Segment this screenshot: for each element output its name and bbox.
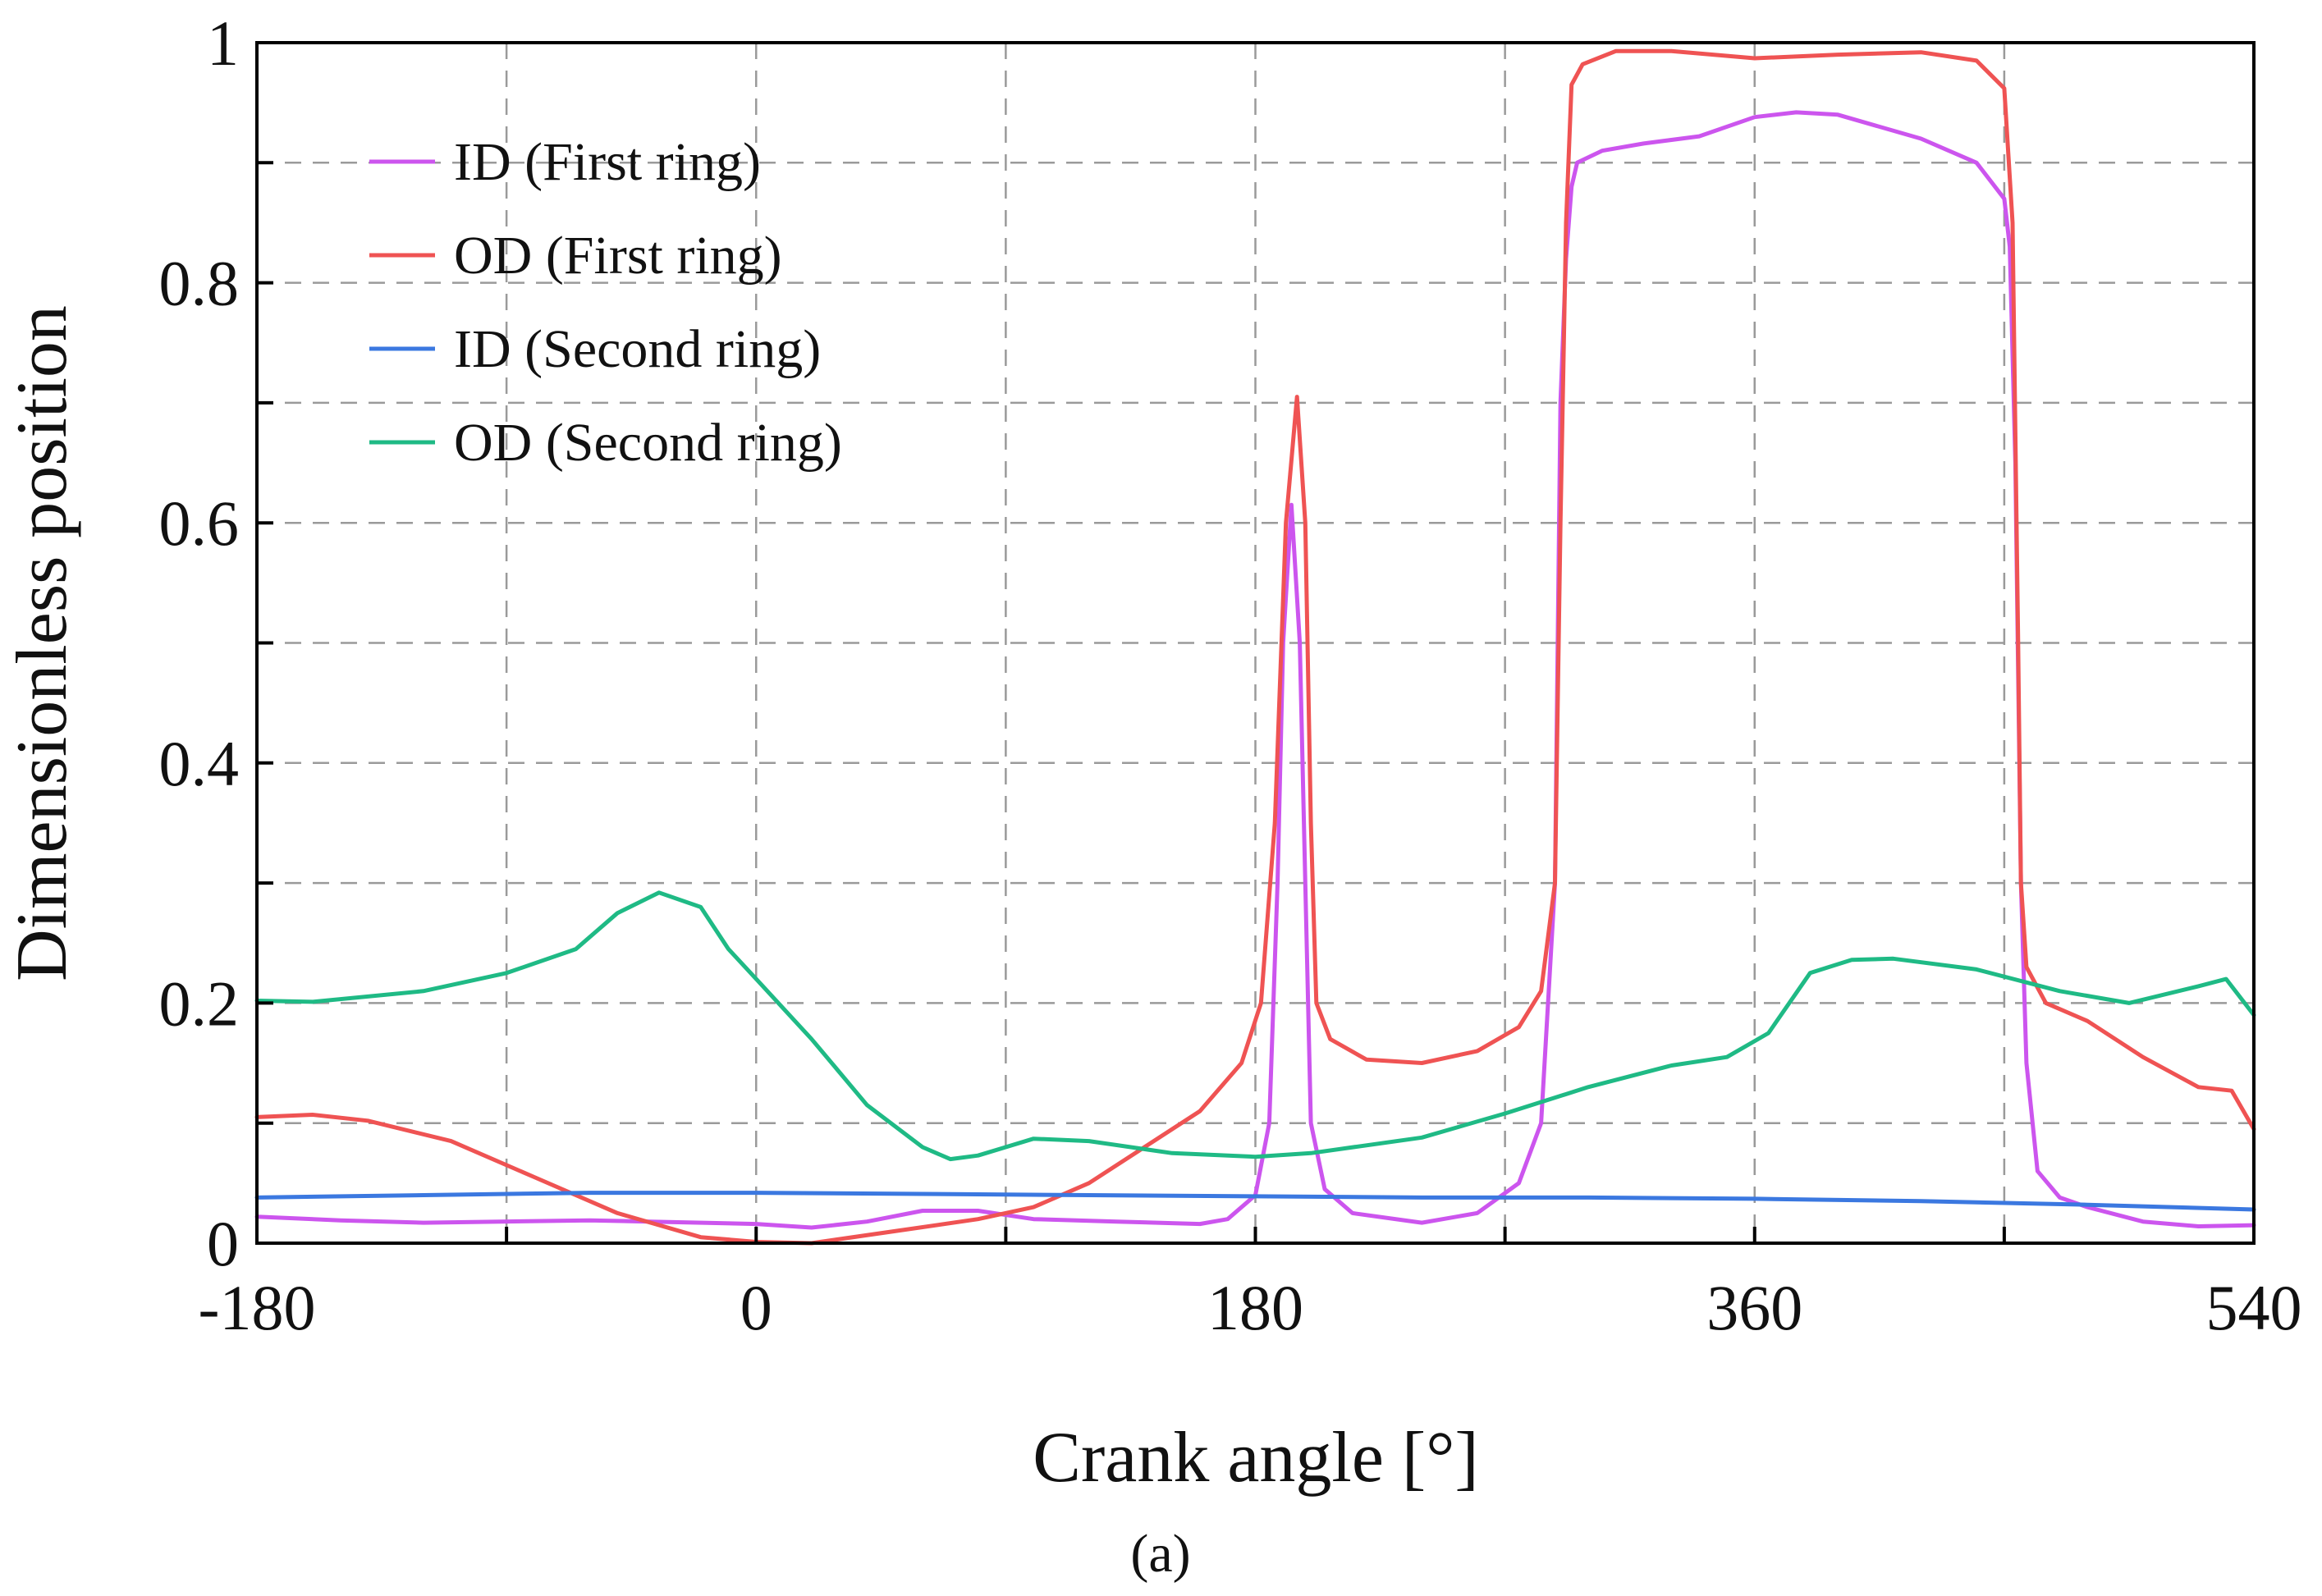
- legend-label-od-first-ring: OD (First ring): [454, 226, 782, 286]
- series-line-id-second-ring: [254, 1191, 2256, 1212]
- legend-item: OD (First ring): [369, 226, 782, 286]
- y-tick-label: 0.2: [159, 967, 240, 1039]
- legend-label-id-second-ring: ID (Second ring): [454, 319, 821, 379]
- legend-item: OD (Second ring): [369, 413, 842, 473]
- x-tick-labels: -180 0 180 360 540: [199, 1272, 2302, 1343]
- x-tick-label: 180: [1207, 1272, 1303, 1343]
- y-tick-labels: 0 0.2 0.4 0.6 0.8 1: [159, 7, 240, 1279]
- y-tick-label: 0.6: [159, 487, 240, 559]
- y-tick-label: 0: [207, 1208, 239, 1279]
- subfigure-label: (a): [1130, 1524, 1190, 1584]
- y-axis-label: Dimensionless position: [2, 305, 82, 981]
- legend-label-od-second-ring: OD (Second ring): [454, 413, 842, 473]
- x-axis-label: Crank angle [°]: [1033, 1418, 1478, 1498]
- series-line-od-first-ring: [254, 48, 2256, 1246]
- y-tick-label: 0.4: [159, 728, 240, 799]
- legend-item: ID (First ring): [369, 132, 761, 192]
- legend-label-id-first-ring: ID (First ring): [454, 132, 761, 192]
- y-tick-label: 1: [207, 7, 239, 79]
- x-tick-label: 540: [2206, 1272, 2302, 1343]
- y-tick-label: 0.8: [159, 248, 240, 319]
- series-line-od-second-ring: [254, 890, 2256, 1162]
- axis-ticks: [255, 41, 2256, 1245]
- x-tick-label: -180: [199, 1272, 316, 1343]
- legend-item: ID (Second ring): [369, 319, 821, 379]
- series-lines: [254, 48, 2256, 1246]
- x-tick-label: 360: [1706, 1272, 1802, 1343]
- grid-lines: [257, 43, 2254, 1243]
- x-tick-label: 0: [740, 1272, 772, 1343]
- legend: ID (First ring) OD (First ring) ID (Seco…: [369, 132, 842, 473]
